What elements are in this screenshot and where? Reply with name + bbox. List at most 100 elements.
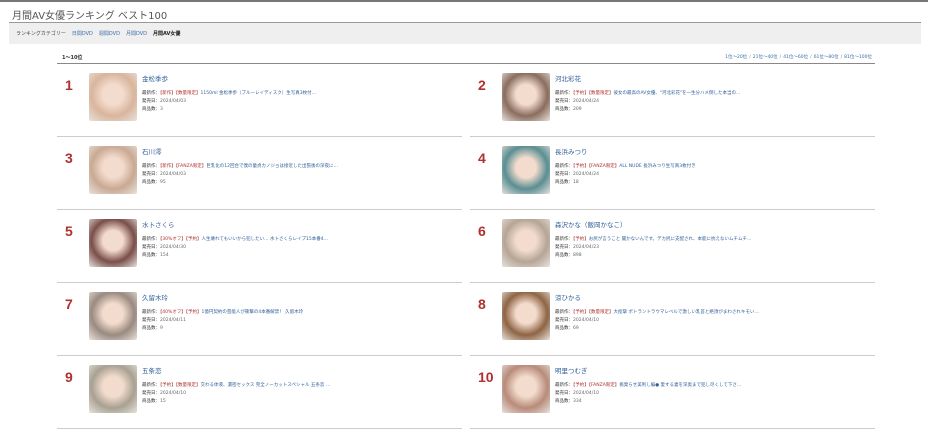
actress-photo[interactable] [89, 292, 137, 340]
actress-name-link[interactable]: 五条恋 [142, 367, 162, 375]
latest-work-link[interactable]: 挑発らせ美利し編● 愛する妻を深奥まで犯し尽くして下さ… [619, 383, 742, 388]
pager-separator: / [840, 55, 843, 60]
count-label: 商品数： [142, 399, 160, 404]
actress-photo[interactable] [89, 219, 137, 267]
latest-work: 最新作：【予約】お尻が言うこと 聞かないんです。デカ尻に支配され、本能に抗えない… [555, 236, 751, 242]
release-date-value: 2024/04/03 [160, 172, 186, 177]
category-bar: ランキングカテゴリー 日間DVD 週間DVD 月間DVD 月間AV女優 [9, 22, 921, 44]
latest-label: 最新作： [555, 164, 573, 169]
actress-name-link[interactable]: 涼ひかる [555, 294, 581, 302]
latest-work-link[interactable]: 1150ml 金松季歩（ブルーレイディスク）生写真3枚付… [200, 91, 317, 96]
pager-separator: / [779, 55, 782, 60]
release-date: 発売日：2024/04/11 [142, 317, 186, 323]
rank-number: 7 [65, 296, 73, 312]
latest-work-link[interactable]: 交わる体液、濃密セックス 完全ノーカットスペシャル 五条恋 … [200, 383, 331, 388]
work-tag: 【予約】【FANZA限定】 [573, 164, 620, 169]
rank-number: 1 [65, 77, 73, 93]
work-tag: 【予約】【数量限定】 [160, 383, 201, 388]
pager-link[interactable]: 1位〜20位 [725, 55, 748, 60]
latest-label: 最新作： [142, 310, 160, 315]
release-label: 発売日： [142, 391, 160, 396]
product-count-value: 898 [573, 253, 582, 258]
actress-photo[interactable] [502, 365, 550, 413]
release-date-value: 2024/04/10 [160, 391, 186, 396]
release-label: 発売日： [555, 245, 573, 250]
latest-work: 最新作：【予約】【数量限定】彼女の最高のAV女優、"河北彩花"を一生分ハメ倒した… [555, 90, 741, 96]
latest-label: 最新作： [555, 91, 573, 96]
ranking-item: 2 河北彩花 最新作：【予約】【数量限定】彼女の最高のAV女優、"河北彩花"を一生分… [470, 64, 875, 137]
release-date-value: 2024/04/30 [160, 245, 186, 250]
ranking-item: 9 五条恋 最新作：【予約】【数量限定】交わる体液、濃密セックス 完全ノーカットスペ… [57, 356, 462, 429]
product-count: 商品数：3 [142, 106, 163, 112]
pager-link[interactable]: 81位〜100位 [844, 55, 872, 60]
count-label: 商品数： [555, 180, 573, 185]
release-label: 発売日： [142, 245, 160, 250]
product-count: 商品数：15 [142, 398, 166, 404]
category-link-weekly-dvd[interactable]: 週間DVD [98, 31, 120, 37]
release-date-value: 2024/04/24 [573, 172, 599, 177]
ranking-item: 6 森沢かな（飯岡かなこ） 最新作：【予約】お尻が言うこと 聞かないんです。デカ尻に… [470, 210, 875, 283]
actress-name-link[interactable]: 金松季歩 [142, 75, 168, 83]
work-tag: 【予約】【FANZA限定】 [573, 383, 620, 388]
pager-link[interactable]: 61位〜80位 [813, 55, 839, 60]
product-count: 商品数：154 [142, 252, 169, 258]
actress-photo[interactable] [89, 73, 137, 121]
release-date: 発売日：2024/04/23 [555, 244, 599, 250]
latest-work-link[interactable]: 巨乳化の12回合で僕の童貞カノジョは接近した出張後の深夜に… [206, 164, 339, 169]
release-date: 発売日：2024/04/10 [555, 317, 599, 323]
actress-photo[interactable] [502, 73, 550, 121]
latest-work-link[interactable]: 人生壊れてもいいから犯したい… 水卜さくらレイプ15本番4… [201, 237, 329, 242]
actress-name-link[interactable]: 森沢かな（飯岡かなこ） [555, 221, 627, 229]
latest-label: 最新作： [142, 91, 160, 96]
actress-photo[interactable] [502, 146, 550, 194]
actress-photo[interactable] [89, 146, 137, 194]
rank-number: 10 [478, 369, 494, 385]
actress-name-link[interactable]: 明里つむぎ [555, 367, 588, 375]
product-count: 商品数：18 [555, 179, 579, 185]
release-date-value: 2024/04/10 [573, 318, 599, 323]
product-count: 商品数：95 [142, 179, 166, 185]
latest-work-link[interactable]: 1億円契約の芸能人が衝撃の4本番解禁！ 久留木玲 [201, 310, 304, 315]
latest-work-link[interactable]: 大痙攣 ポトラントラウマレベルで激しい乳首と絶頂がまわされキモい… [613, 310, 759, 315]
count-label: 商品数： [555, 253, 573, 258]
rank-number: 9 [65, 369, 73, 385]
category-link-daily-dvd[interactable]: 日間DVD [71, 31, 93, 37]
latest-work: 最新作：【新作】【FANZA限定】巨乳化の12回合で僕の童貞カノジョは接近した出… [142, 163, 338, 169]
product-count-value: 95 [160, 180, 166, 185]
ranking-item: 4 長浜みつり 最新作：【予約】【FANZA限定】ALL NUDE 長浜みつり生写真… [470, 137, 875, 210]
actress-name-link[interactable]: 石川澪 [142, 148, 162, 156]
actress-photo[interactable] [502, 292, 550, 340]
latest-work-link[interactable]: ALL NUDE 長浜みつり生写真3枚付き [619, 164, 696, 169]
latest-work: 最新作：【予約】【数量限定】大痙攣 ポトラントラウマレベルで激しい乳首と絶頂がま… [555, 309, 759, 315]
actress-photo[interactable] [502, 219, 550, 267]
pager-link[interactable]: 41位〜60位 [783, 55, 809, 60]
release-label: 発売日： [555, 99, 573, 104]
product-count: 商品数：898 [555, 252, 582, 258]
range-label: 1〜10位 [62, 55, 83, 61]
work-tag: 【30%オフ】【予約】 [160, 237, 202, 242]
rank-number: 5 [65, 223, 73, 239]
actress-name-link[interactable]: 長浜みつり [555, 148, 588, 156]
actress-name-link[interactable]: 水卜さくら [142, 221, 175, 229]
rank-number: 6 [478, 223, 486, 239]
actress-name-link[interactable]: 久留木玲 [142, 294, 168, 302]
product-count: 商品数：69 [555, 325, 579, 331]
ranking-item: 8 涼ひかる 最新作：【予約】【数量限定】大痙攣 ポトラントラウマレベルで激しい乳首… [470, 283, 875, 356]
release-label: 発売日： [142, 318, 160, 323]
category-current: 月間AV女優 [153, 31, 181, 37]
actress-name-link[interactable]: 河北彩花 [555, 75, 581, 83]
pager-separator: / [810, 55, 812, 60]
pager: 1位〜20位/21位〜40位/41位〜60位/61位〜80位/81位〜100位 [725, 54, 872, 60]
latest-work-link[interactable]: 彼女の最高のAV女優、"河北彩花"を一生分ハメ倒した本当の… [613, 91, 741, 96]
release-label: 発売日： [555, 391, 573, 396]
category-link-monthly-dvd[interactable]: 月間DVD [125, 31, 147, 37]
actress-photo[interactable] [89, 365, 137, 413]
pager-link[interactable]: 21位〜40位 [752, 55, 778, 60]
product-count-value: 3 [160, 107, 163, 112]
release-date-value: 2024/04/23 [573, 245, 599, 250]
latest-work-link[interactable]: お尻が言うこと 聞かないんです。デカ尻に支配され、本能に抗えないムチムチ… [588, 237, 752, 242]
work-tag: 【予約】【数量限定】 [573, 91, 614, 96]
divider [57, 63, 875, 64]
release-date: 発売日：2024/04/30 [142, 244, 186, 250]
product-count-value: 9 [160, 326, 163, 331]
